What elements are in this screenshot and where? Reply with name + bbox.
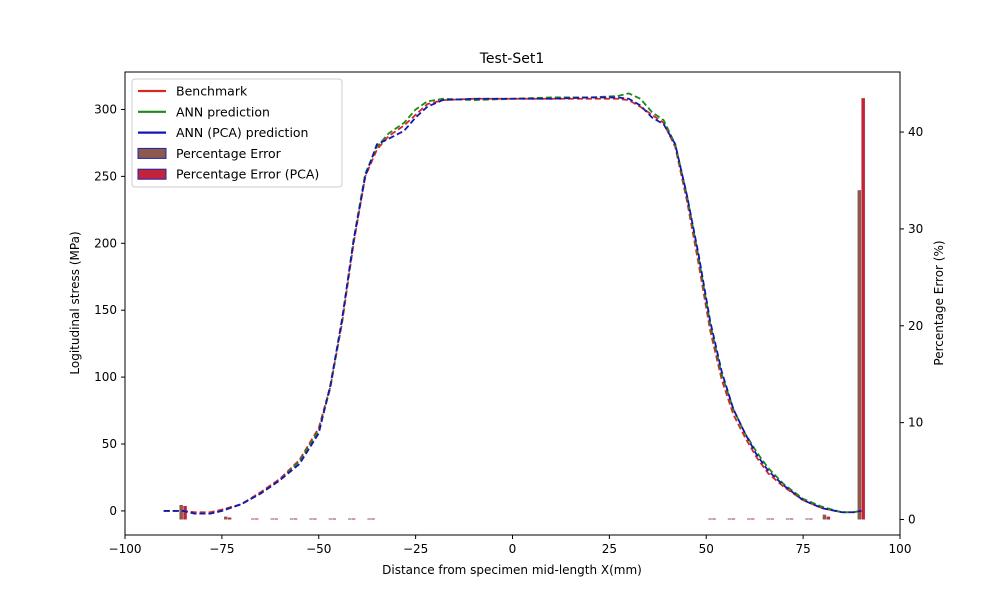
error-bar [785, 518, 790, 520]
series-lines [163, 92, 862, 515]
y2-axis-title: Percentage Error (%) [932, 240, 946, 365]
error-bar [805, 518, 809, 520]
y-tick-label: 200 [94, 236, 117, 250]
legend-patch-swatch [137, 168, 167, 180]
y-axis-title: Logitudinal stress (MPa) [68, 231, 82, 374]
x-tick-label: 0 [509, 542, 517, 556]
error-bar-pca [313, 518, 317, 520]
error-bar [224, 516, 228, 520]
error-bar [708, 518, 712, 520]
legend-label: ANN prediction [176, 104, 270, 119]
error-bar [766, 518, 770, 520]
legend-label: ANN (PCA) prediction [176, 125, 308, 140]
x-axis-ticks: −100 −75 −50 −25 0 25 50 75 100 [109, 535, 912, 556]
x-tick-label: 75 [795, 542, 810, 556]
error-bar-pca [332, 518, 336, 520]
error-bar [727, 518, 732, 520]
y2-tick-label: 40 [908, 125, 923, 139]
y-tick-label: 50 [102, 437, 117, 451]
x-axis-title: Distance from specimen mid-length X(mm) [382, 563, 642, 577]
x-tick-label: −100 [109, 542, 142, 556]
y2-tick-label: 0 [908, 513, 916, 527]
error-bar-pca [712, 518, 716, 520]
error-bar-pca [351, 518, 356, 520]
legend-label: Benchmark [176, 84, 248, 99]
error-bar [857, 190, 862, 520]
y-tick-label: 250 [94, 169, 117, 183]
x-tick-label: −50 [306, 542, 331, 556]
y-tick-label: 300 [94, 102, 117, 116]
error-bars [179, 98, 865, 520]
x-tick-label: −75 [209, 542, 234, 556]
legend-patch-swatch [137, 147, 167, 159]
error-bar-pca [371, 518, 375, 520]
series-line-ann-pca [163, 96, 862, 515]
error-bar-pca [751, 518, 755, 520]
legend-label: Percentage Error [176, 146, 282, 161]
legend-label: Percentage Error (PCA) [176, 167, 319, 182]
y-tick-label: 150 [94, 303, 117, 317]
error-bar [328, 518, 333, 520]
error-bar [289, 518, 294, 520]
error-bar-pca [731, 518, 736, 520]
error-bar-pca [274, 518, 278, 520]
error-bar-pca [826, 516, 831, 520]
y2-axis-ticks: 0 10 20 30 40 [900, 125, 923, 527]
y2-tick-label: 30 [908, 222, 923, 236]
error-bar [270, 518, 274, 520]
y-axis-ticks: 0 50 100 150 200 250 300 [94, 102, 125, 518]
x-tick-label: −25 [403, 542, 428, 556]
legend-box [131, 78, 343, 188]
y-tick-label: 100 [94, 370, 117, 384]
legend: Benchmark ANN prediction ANN (PCA) predict… [131, 78, 343, 188]
error-bar [309, 518, 313, 520]
x-tick-label: 25 [602, 542, 617, 556]
error-bar-pca [770, 518, 774, 520]
error-bar [367, 518, 371, 520]
error-bar [179, 504, 183, 520]
error-bar-pca [861, 98, 865, 520]
x-tick-label: 50 [699, 542, 714, 556]
error-bar [822, 514, 827, 520]
y2-tick-label: 20 [908, 319, 923, 333]
chart-title: Test-Set1 [479, 51, 545, 67]
error-bar-pca [255, 518, 259, 520]
error-bar [348, 518, 352, 520]
error-bar-pca [293, 518, 298, 520]
x-tick-label: 100 [889, 542, 912, 556]
y2-tick-label: 10 [908, 416, 923, 430]
error-bar [747, 518, 751, 520]
error-bar-pca [227, 517, 232, 520]
error-bar-pca [183, 505, 187, 520]
error-bar [251, 518, 255, 520]
y-tick-label: 0 [109, 504, 117, 518]
error-bar-pca [789, 518, 794, 520]
error-bar-pca [809, 518, 813, 520]
